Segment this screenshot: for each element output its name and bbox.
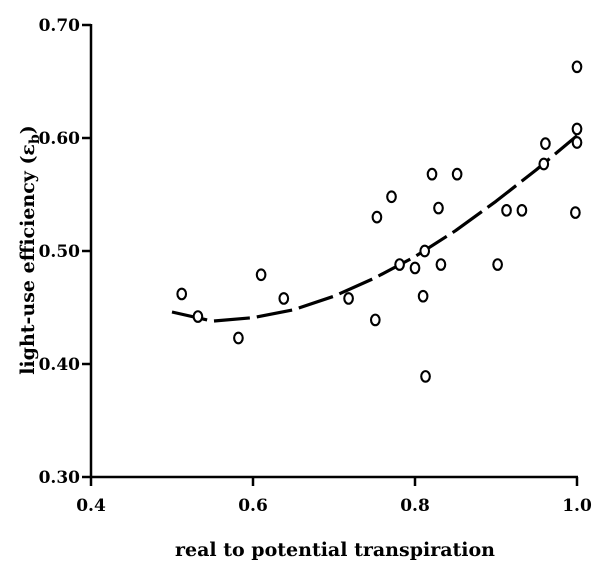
data-point	[343, 292, 354, 305]
x-axis-label: real to potential transpiration	[175, 539, 495, 561]
data-point	[255, 268, 267, 282]
y-axis-label: light-use efficiency (εb)	[17, 125, 43, 375]
plot-axes	[89, 24, 578, 479]
fit-line	[171, 134, 579, 323]
y-axis-label-close: )	[17, 125, 39, 134]
data-point	[420, 370, 431, 383]
data-point	[571, 60, 583, 74]
data-point	[417, 289, 429, 303]
x-tick-label: 1.0	[562, 496, 592, 516]
y-tick-label: 0.70	[39, 16, 81, 36]
y-tick-label: 0.50	[39, 242, 81, 262]
x-tick-label: 0.8	[400, 496, 430, 516]
data-point	[394, 258, 405, 271]
data-point	[540, 137, 551, 150]
data-point	[570, 206, 581, 219]
data-point	[451, 167, 463, 181]
data-point	[571, 122, 583, 136]
y-axis-label-symbol: ε	[17, 144, 39, 156]
y-tick-label: 0.40	[39, 355, 81, 375]
data-points	[176, 60, 583, 383]
data-point	[501, 203, 512, 217]
data-point	[369, 313, 381, 327]
data-point	[435, 258, 447, 271]
data-point	[233, 331, 244, 345]
data-point	[278, 292, 290, 305]
data-point	[516, 203, 528, 217]
y-ticks: 0.30 0.40 0.50 0.60 0.70	[39, 16, 91, 488]
x-tick-label: 0.6	[238, 496, 268, 516]
y-tick-label: 0.30	[39, 468, 81, 488]
data-point	[176, 287, 188, 301]
data-point	[419, 244, 431, 258]
x-ticks: 0.4 0.6 0.8 1.0	[76, 477, 592, 516]
fit-line-group	[171, 134, 579, 323]
data-point	[433, 201, 444, 215]
data-point	[386, 190, 397, 204]
data-point	[538, 157, 550, 171]
data-point	[371, 210, 383, 224]
x-tick-label: 0.4	[76, 496, 106, 516]
y-tick-label: 0.60	[39, 129, 81, 149]
y-axis-label-subscript: b	[27, 134, 43, 144]
data-point	[409, 261, 421, 275]
data-point	[192, 310, 204, 323]
y-axis-label-main: light-use efficiency (	[17, 156, 39, 375]
data-point	[426, 167, 438, 181]
data-point	[492, 258, 503, 271]
data-point	[571, 136, 583, 149]
